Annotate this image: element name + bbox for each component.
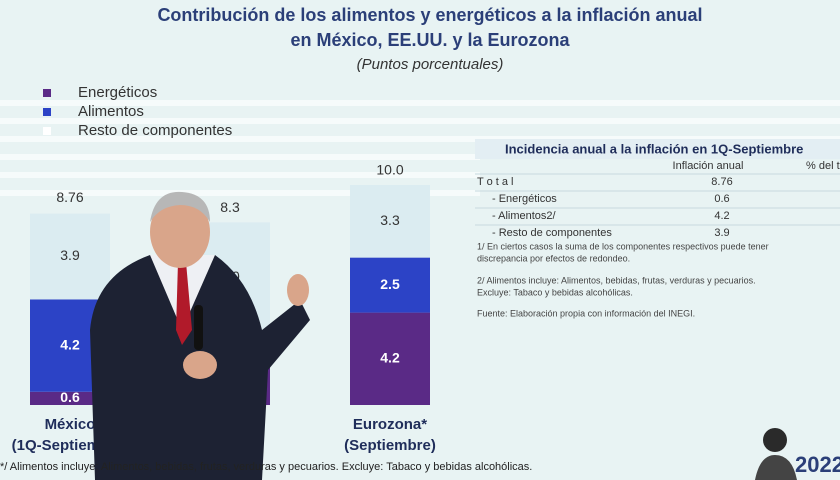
row-label: - Alimentos2/ bbox=[492, 210, 557, 222]
legend-label: Alimentos bbox=[78, 103, 144, 120]
row-value: 0.6 bbox=[714, 193, 729, 205]
table-note: 2/ Alimentos incluye: Alimentos, bebidas… bbox=[477, 275, 756, 285]
legend-swatch bbox=[43, 127, 51, 135]
total-label: 8.3 bbox=[220, 199, 240, 215]
value-label: 2.5 bbox=[380, 276, 400, 292]
bar-segment bbox=[30, 391, 110, 405]
category-label: México bbox=[45, 416, 96, 433]
row-label: - Energéticos bbox=[492, 193, 557, 205]
legend-label: Energéticos bbox=[78, 84, 157, 101]
total-label: 8.76 bbox=[56, 189, 83, 205]
row-value: 8.76 bbox=[711, 176, 732, 188]
bar-segment bbox=[350, 257, 430, 313]
table-header: Inflación anual bbox=[673, 160, 744, 172]
table-title: Incidencia anual a la inflación en 1Q-Se… bbox=[505, 141, 803, 156]
value-label: 3.3 bbox=[380, 212, 400, 228]
side-table: Incidencia anual a la inflación en 1Q-Se… bbox=[475, 139, 840, 318]
bar-segment bbox=[350, 185, 430, 258]
title-line2: en México, EE.UU. y la Eurozona bbox=[290, 30, 570, 50]
legend-swatch bbox=[43, 89, 51, 97]
row-label: T o t a l bbox=[477, 176, 513, 188]
value-label: 4.2 bbox=[380, 350, 400, 366]
title: Contribución de los alimentos y energéti… bbox=[157, 5, 702, 25]
row-label: - Resto de componentes bbox=[492, 227, 612, 239]
subtitle: (Puntos porcentuales) bbox=[357, 56, 504, 73]
table-note: discrepancia por efectos de redondeo. bbox=[477, 253, 630, 263]
value-label: 4.2 bbox=[60, 336, 80, 352]
table-note: 1/ En ciertos casos la suma de los compo… bbox=[477, 241, 769, 251]
value-label: 0.6 bbox=[60, 389, 80, 405]
logo-text: 2022 bbox=[795, 452, 840, 477]
footnote: */ Alimentos incluye: Alimentos, bebidas… bbox=[0, 461, 532, 473]
legend-swatch bbox=[43, 108, 51, 116]
table-header: % del total bbox=[806, 160, 840, 172]
total-label: 10.0 bbox=[376, 162, 403, 178]
bar-segment bbox=[30, 213, 110, 300]
logo: 2022 bbox=[755, 428, 840, 480]
category-label: Eurozona* bbox=[353, 416, 427, 433]
table-note: Excluye: Tabaco y bebidas alcohólicas. bbox=[477, 287, 633, 297]
row-value: 4.2 bbox=[714, 210, 729, 222]
bar-segment bbox=[350, 312, 430, 405]
table-title-bg bbox=[475, 139, 840, 159]
speaker bbox=[90, 191, 310, 480]
row-value: 3.9 bbox=[714, 227, 729, 239]
legend-label: Resto de componentes bbox=[78, 122, 232, 139]
table-note: Fuente: Elaboración propia con informaci… bbox=[477, 308, 695, 318]
stripes bbox=[0, 100, 840, 196]
category-note: (Septiembre) bbox=[344, 437, 436, 454]
value-label: 3.9 bbox=[60, 247, 80, 263]
